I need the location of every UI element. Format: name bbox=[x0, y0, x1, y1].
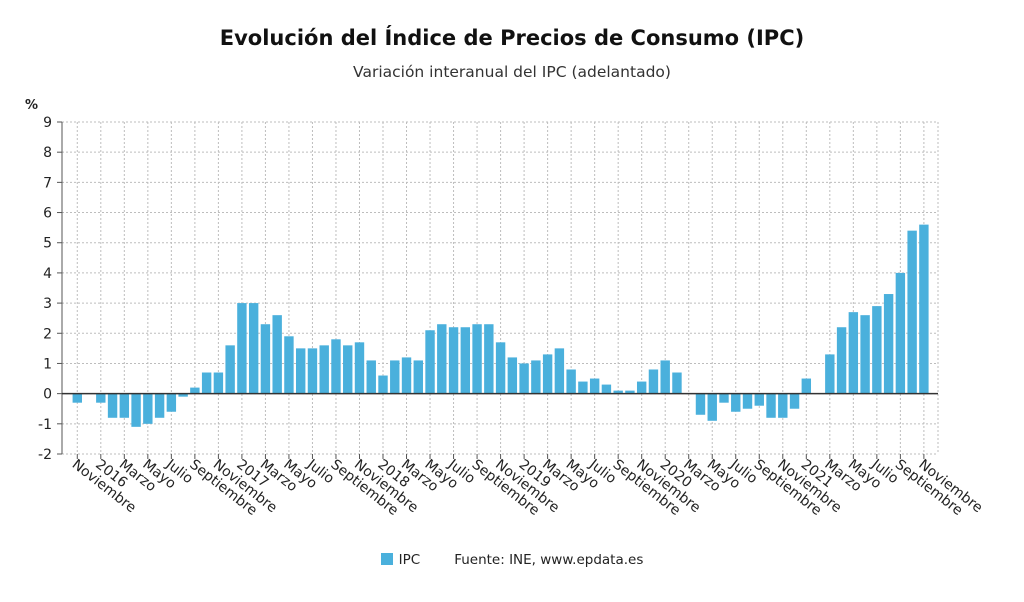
bar bbox=[613, 390, 623, 394]
bar bbox=[589, 378, 600, 394]
bar bbox=[131, 393, 141, 427]
grid-lines bbox=[62, 121, 939, 455]
bar bbox=[731, 393, 741, 412]
bar bbox=[284, 336, 294, 394]
bar bbox=[742, 393, 753, 409]
bar bbox=[542, 354, 553, 394]
bar bbox=[672, 372, 682, 394]
bar bbox=[472, 324, 482, 394]
bar bbox=[625, 390, 635, 394]
y-tick-label: 8 bbox=[43, 145, 52, 161]
bar bbox=[295, 348, 306, 394]
y-tick-label: 9 bbox=[43, 115, 52, 131]
bar bbox=[872, 306, 882, 394]
bar bbox=[801, 378, 812, 394]
bar bbox=[96, 393, 106, 403]
legend-swatch-ipc bbox=[380, 553, 393, 565]
bar bbox=[190, 387, 200, 394]
bar bbox=[354, 342, 365, 394]
bar bbox=[119, 393, 130, 418]
bar bbox=[836, 327, 847, 394]
bar bbox=[766, 393, 776, 418]
legend: IPC Fuente: INE, www.epdata.es bbox=[0, 552, 1024, 568]
bars bbox=[72, 224, 929, 427]
bar bbox=[860, 315, 870, 394]
bar bbox=[72, 393, 82, 403]
chart-title: Evolución del Índice de Precios de Consu… bbox=[219, 26, 805, 50]
legend-label-ipc: IPC bbox=[398, 552, 421, 568]
bar bbox=[237, 303, 247, 394]
bar bbox=[437, 324, 447, 394]
bar bbox=[331, 339, 341, 394]
bar bbox=[719, 393, 729, 403]
bar bbox=[460, 327, 471, 394]
bar bbox=[413, 360, 423, 394]
bar bbox=[554, 348, 565, 394]
y-tick-label: -1 bbox=[38, 417, 52, 433]
bar bbox=[907, 230, 917, 394]
bar bbox=[601, 384, 612, 394]
y-tick-label: 2 bbox=[43, 326, 52, 342]
bar bbox=[448, 327, 459, 394]
y-tick-label: 3 bbox=[43, 296, 52, 312]
bar bbox=[260, 324, 271, 394]
bar bbox=[895, 272, 906, 394]
y-axis-unit-label: % bbox=[25, 98, 38, 113]
bar bbox=[778, 393, 788, 418]
bar bbox=[707, 393, 717, 421]
bar bbox=[178, 393, 188, 397]
y-tick-label: 0 bbox=[43, 387, 52, 403]
bar bbox=[695, 393, 706, 415]
chart-subtitle: Variación interanual del IPC (adelantado… bbox=[353, 63, 671, 81]
bar bbox=[343, 345, 353, 394]
x-axis: Noviembre2016MarzoMayoJulioSeptiembreNov… bbox=[69, 454, 985, 519]
bar bbox=[848, 312, 859, 394]
bar bbox=[378, 375, 388, 394]
y-tick-label: 5 bbox=[43, 236, 52, 252]
bar bbox=[883, 294, 894, 394]
bar bbox=[319, 345, 329, 394]
y-tick-label: 6 bbox=[43, 206, 52, 222]
bar bbox=[154, 393, 165, 418]
bar bbox=[272, 315, 282, 394]
bar bbox=[507, 357, 518, 394]
y-axis: -2 -1 0 1 2 3 4 5 6 7 8 9 bbox=[38, 115, 63, 463]
bar bbox=[919, 224, 929, 394]
bar bbox=[484, 324, 494, 394]
bar bbox=[248, 303, 259, 394]
bar bbox=[648, 369, 659, 394]
bar bbox=[166, 393, 177, 412]
bar bbox=[660, 360, 670, 394]
y-tick-label: 7 bbox=[43, 175, 52, 191]
bar bbox=[566, 369, 576, 394]
bar bbox=[401, 357, 412, 394]
bar bbox=[390, 360, 400, 394]
bar bbox=[531, 360, 541, 394]
bar bbox=[754, 393, 764, 406]
y-tick-label: 4 bbox=[43, 266, 52, 282]
bar bbox=[425, 330, 435, 394]
bar bbox=[201, 372, 212, 394]
bar bbox=[578, 381, 588, 394]
bar bbox=[789, 393, 800, 409]
bar bbox=[143, 393, 153, 424]
y-tick-label: 1 bbox=[43, 356, 52, 372]
bar bbox=[225, 345, 235, 394]
bar bbox=[636, 381, 647, 394]
bar bbox=[366, 360, 376, 394]
bar bbox=[107, 393, 118, 418]
y-tick-label: -2 bbox=[38, 447, 52, 463]
source-note: Fuente: INE, www.epdata.es bbox=[454, 552, 644, 568]
bar bbox=[495, 342, 506, 394]
bar bbox=[825, 354, 835, 394]
bar bbox=[213, 372, 224, 394]
bar bbox=[307, 348, 318, 394]
bar bbox=[519, 363, 529, 394]
